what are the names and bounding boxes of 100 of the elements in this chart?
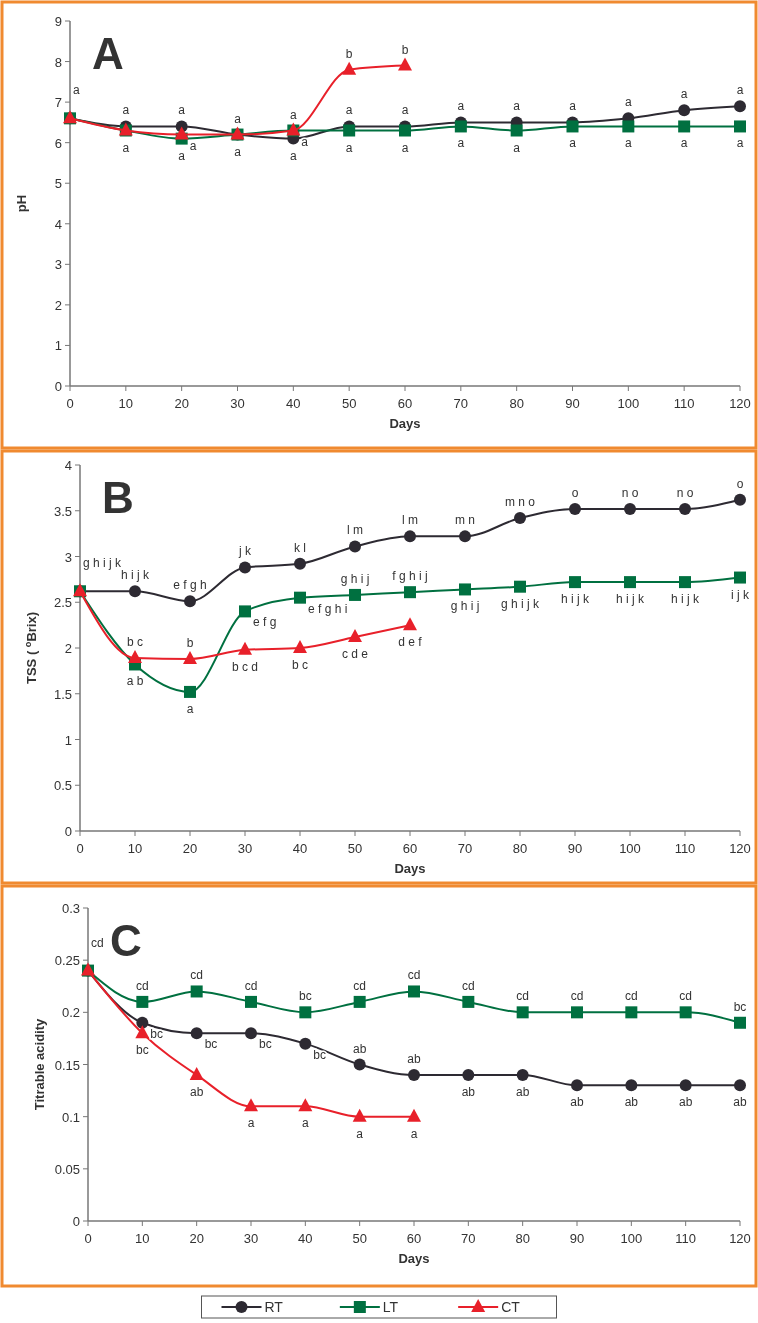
annotation: a <box>569 99 577 114</box>
annotation: a <box>178 103 186 118</box>
x-tick-label: 100 <box>619 841 641 856</box>
chart-title: C <box>110 916 142 965</box>
y-tick-label: 0 <box>64 824 72 839</box>
y-axis-title: pH <box>14 194 29 213</box>
x-tick-label: 10 <box>118 396 134 411</box>
point <box>569 502 581 515</box>
annotation: k l <box>294 540 306 555</box>
x-tick-label: 60 <box>402 841 418 856</box>
annotation: e f g <box>253 615 277 630</box>
annotation: cd <box>570 989 584 1004</box>
point <box>625 1006 638 1019</box>
annotation: m n o <box>504 495 536 510</box>
annotation: h i j k <box>560 592 590 607</box>
y-tick-label: 0.5 <box>53 778 72 794</box>
x-tick-label: 70 <box>457 841 473 856</box>
x-tick-label: 50 <box>352 1231 367 1246</box>
y-tick-label: 2 <box>64 641 72 656</box>
annotation: a <box>186 701 194 716</box>
annotation: a <box>122 103 130 118</box>
point <box>299 1006 312 1019</box>
x-tick-label: 90 <box>567 841 583 856</box>
annotation: a <box>680 87 688 102</box>
x-axis-title: Days <box>394 861 426 876</box>
annotation: a <box>410 1126 418 1141</box>
point <box>734 100 746 113</box>
point <box>569 576 581 589</box>
y-tick-label: 9 <box>54 14 62 29</box>
annotation: b c d <box>231 659 259 674</box>
annotation: a <box>345 103 353 118</box>
annotation: bc <box>298 989 312 1004</box>
y-tick-label: 1 <box>54 338 62 354</box>
point <box>294 591 306 604</box>
y-tick-label: 1.5 <box>53 686 72 702</box>
chart-title: B <box>102 473 134 522</box>
annotation: g h i j <box>340 571 370 586</box>
point <box>190 1027 203 1040</box>
legend-label: LT <box>382 1299 399 1315</box>
x-axis-title: Days <box>398 1251 430 1266</box>
point <box>294 557 306 570</box>
annotation: j k <box>238 544 252 559</box>
annotation: n o <box>676 485 694 500</box>
annotation: cd <box>407 968 421 983</box>
point <box>190 985 203 998</box>
annotation: bc <box>204 1037 218 1052</box>
point <box>353 1058 366 1071</box>
x-tick-label: 70 <box>453 396 469 411</box>
y-tick-label: 1 <box>64 732 72 748</box>
point <box>514 580 526 593</box>
point <box>571 1079 583 1092</box>
point <box>404 530 416 543</box>
annotation: o <box>736 476 744 491</box>
y-tick-label: 0 <box>54 379 62 394</box>
point <box>136 995 149 1008</box>
annotation: h i j k <box>120 568 150 583</box>
annotation: g h i j k <box>500 596 541 611</box>
point <box>622 120 635 133</box>
annotation: a <box>356 1126 364 1141</box>
annotation: e f g h i <box>308 601 348 616</box>
annotation: cd <box>624 989 638 1004</box>
annotation: a <box>569 136 577 151</box>
point <box>679 502 691 515</box>
annotation: d e f <box>398 635 423 650</box>
y-axis-title: Titrable acidity <box>32 1017 47 1111</box>
x-tick-label: 100 <box>620 1231 643 1246</box>
annotation: a <box>234 144 242 159</box>
point <box>734 571 746 584</box>
y-tick-label: 0.15 <box>54 1057 80 1073</box>
y-tick-label: 3.5 <box>53 503 72 519</box>
annotation: g h i j <box>450 599 480 614</box>
y-tick-label: 0.2 <box>61 1005 80 1021</box>
annotation: b c <box>126 635 144 650</box>
annotation: a <box>624 95 632 110</box>
point <box>571 1006 583 1019</box>
x-tick-label: 80 <box>512 841 528 856</box>
annotation: c d e <box>341 647 369 662</box>
point <box>624 576 636 589</box>
point <box>516 1006 529 1019</box>
y-tick-label: 0 <box>72 1214 80 1229</box>
x-tick-label: 110 <box>674 841 696 856</box>
annotation: a <box>234 111 242 126</box>
annotation: b <box>345 46 353 61</box>
point <box>399 124 411 137</box>
point <box>679 1006 692 1019</box>
x-tick-label: 0 <box>84 1231 92 1246</box>
point <box>510 124 523 137</box>
annotation: f g h i j <box>392 569 428 584</box>
y-tick-label: 0.05 <box>54 1161 80 1177</box>
annotation: a <box>289 148 297 163</box>
point <box>135 1025 150 1039</box>
y-tick-label: 2 <box>54 297 62 313</box>
annotation: cd <box>190 968 204 983</box>
annotation: cd <box>135 978 149 993</box>
point <box>244 1098 258 1112</box>
annotation: a <box>189 138 197 153</box>
point <box>566 120 579 133</box>
annotation: g h i j k <box>83 556 123 571</box>
point <box>408 1068 420 1081</box>
point <box>398 57 412 71</box>
